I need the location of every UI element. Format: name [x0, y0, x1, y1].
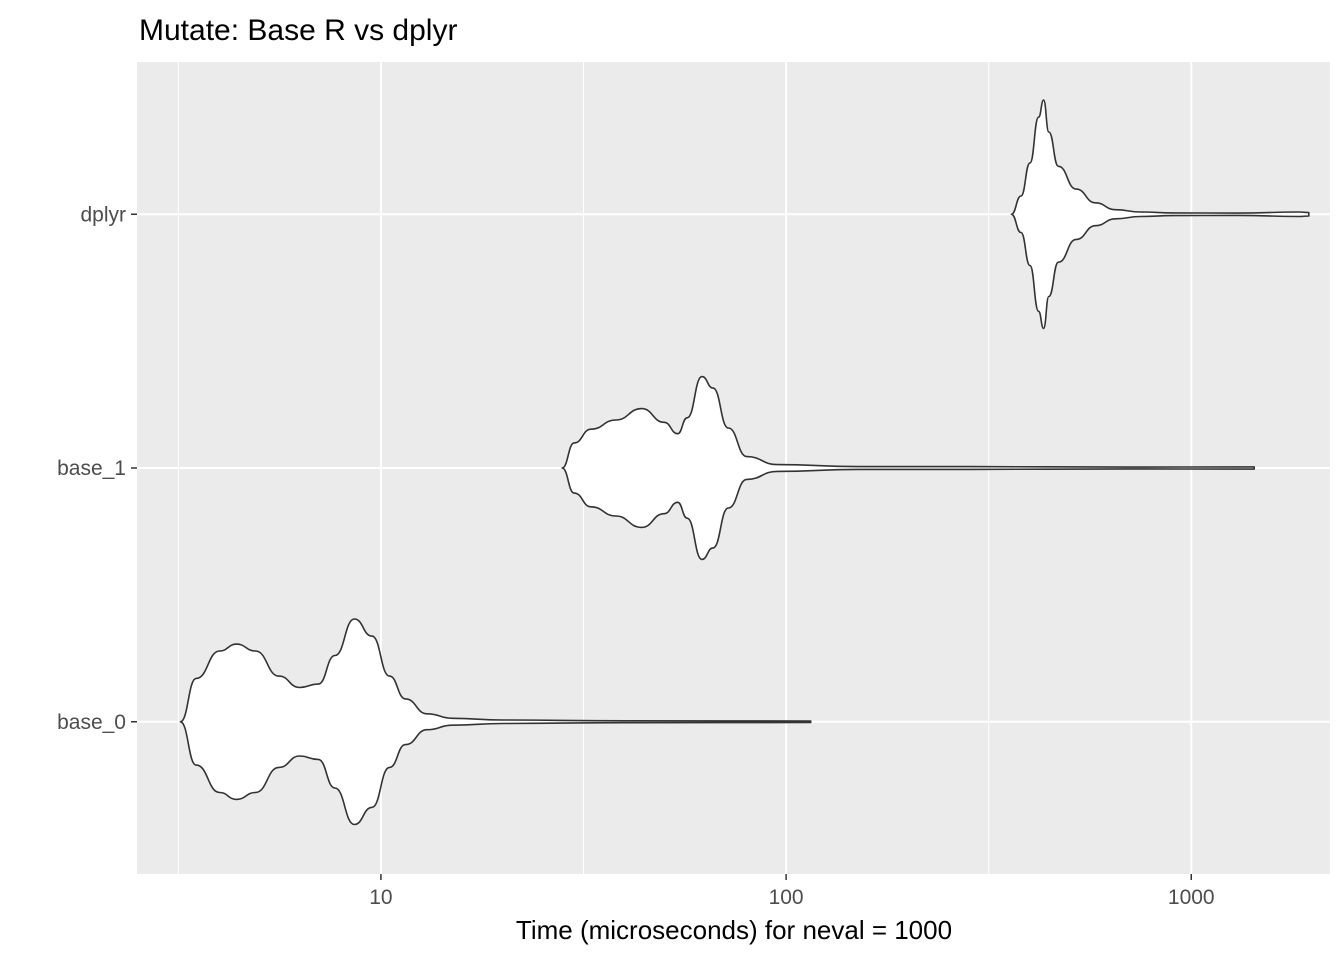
- violin-base_0: [179, 618, 812, 826]
- y-tick-label: dplyr: [80, 203, 126, 226]
- violin-dplyr: [1010, 99, 1310, 330]
- x-tick-label: 10: [369, 886, 392, 909]
- x-tick-label: 100: [769, 886, 804, 909]
- x-tick-label: 1000: [1168, 886, 1215, 909]
- x-axis-title: Time (microseconds) for neval = 1000: [516, 915, 952, 945]
- x-axis: 10 100 1000: [369, 874, 1215, 909]
- y-axis: base_0 base_1 dplyr: [57, 203, 137, 734]
- violin-base_1: [561, 375, 1255, 561]
- y-tick-label: base_0: [57, 711, 126, 734]
- violins: [179, 99, 1310, 826]
- chart-title: Mutate: Base R vs dplyr: [139, 14, 457, 47]
- y-tick-label: base_1: [57, 457, 126, 480]
